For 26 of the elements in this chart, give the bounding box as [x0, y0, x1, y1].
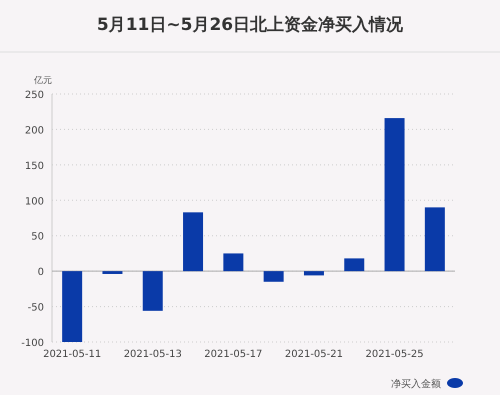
bar — [424, 207, 445, 272]
bar — [264, 271, 284, 282]
bar — [344, 258, 364, 272]
bar — [384, 118, 405, 272]
y-tick-label: 200 — [24, 125, 44, 136]
bar — [62, 271, 82, 342]
x-tick-label: 2021-05-11 — [43, 349, 102, 360]
y-tick-label: -100 — [21, 338, 44, 349]
bar — [142, 271, 163, 311]
y-tick-label: 100 — [24, 196, 44, 208]
y-axis-title: 亿元 — [33, 75, 52, 86]
legend-label: 净买入金额 — [391, 378, 441, 390]
bar — [304, 271, 324, 276]
x-tick-label: 2021-05-25 — [365, 349, 424, 360]
bar — [102, 271, 122, 274]
y-tick-label: 150 — [24, 160, 44, 172]
bar — [223, 253, 244, 272]
y-tick-label: -50 — [28, 302, 44, 314]
y-tick-label: 250 — [24, 90, 44, 101]
y-tick-label: 50 — [31, 232, 44, 243]
y-tick-label: 0 — [38, 267, 44, 278]
chart-title: 5月11日~5月26日北上资金净买入情况 — [96, 15, 404, 35]
x-tick-label: 2021-05-13 — [124, 349, 182, 360]
bar — [183, 212, 204, 272]
x-tick-label: 2021-05-21 — [284, 349, 344, 360]
x-tick-label: 2021-05-17 — [204, 349, 262, 360]
